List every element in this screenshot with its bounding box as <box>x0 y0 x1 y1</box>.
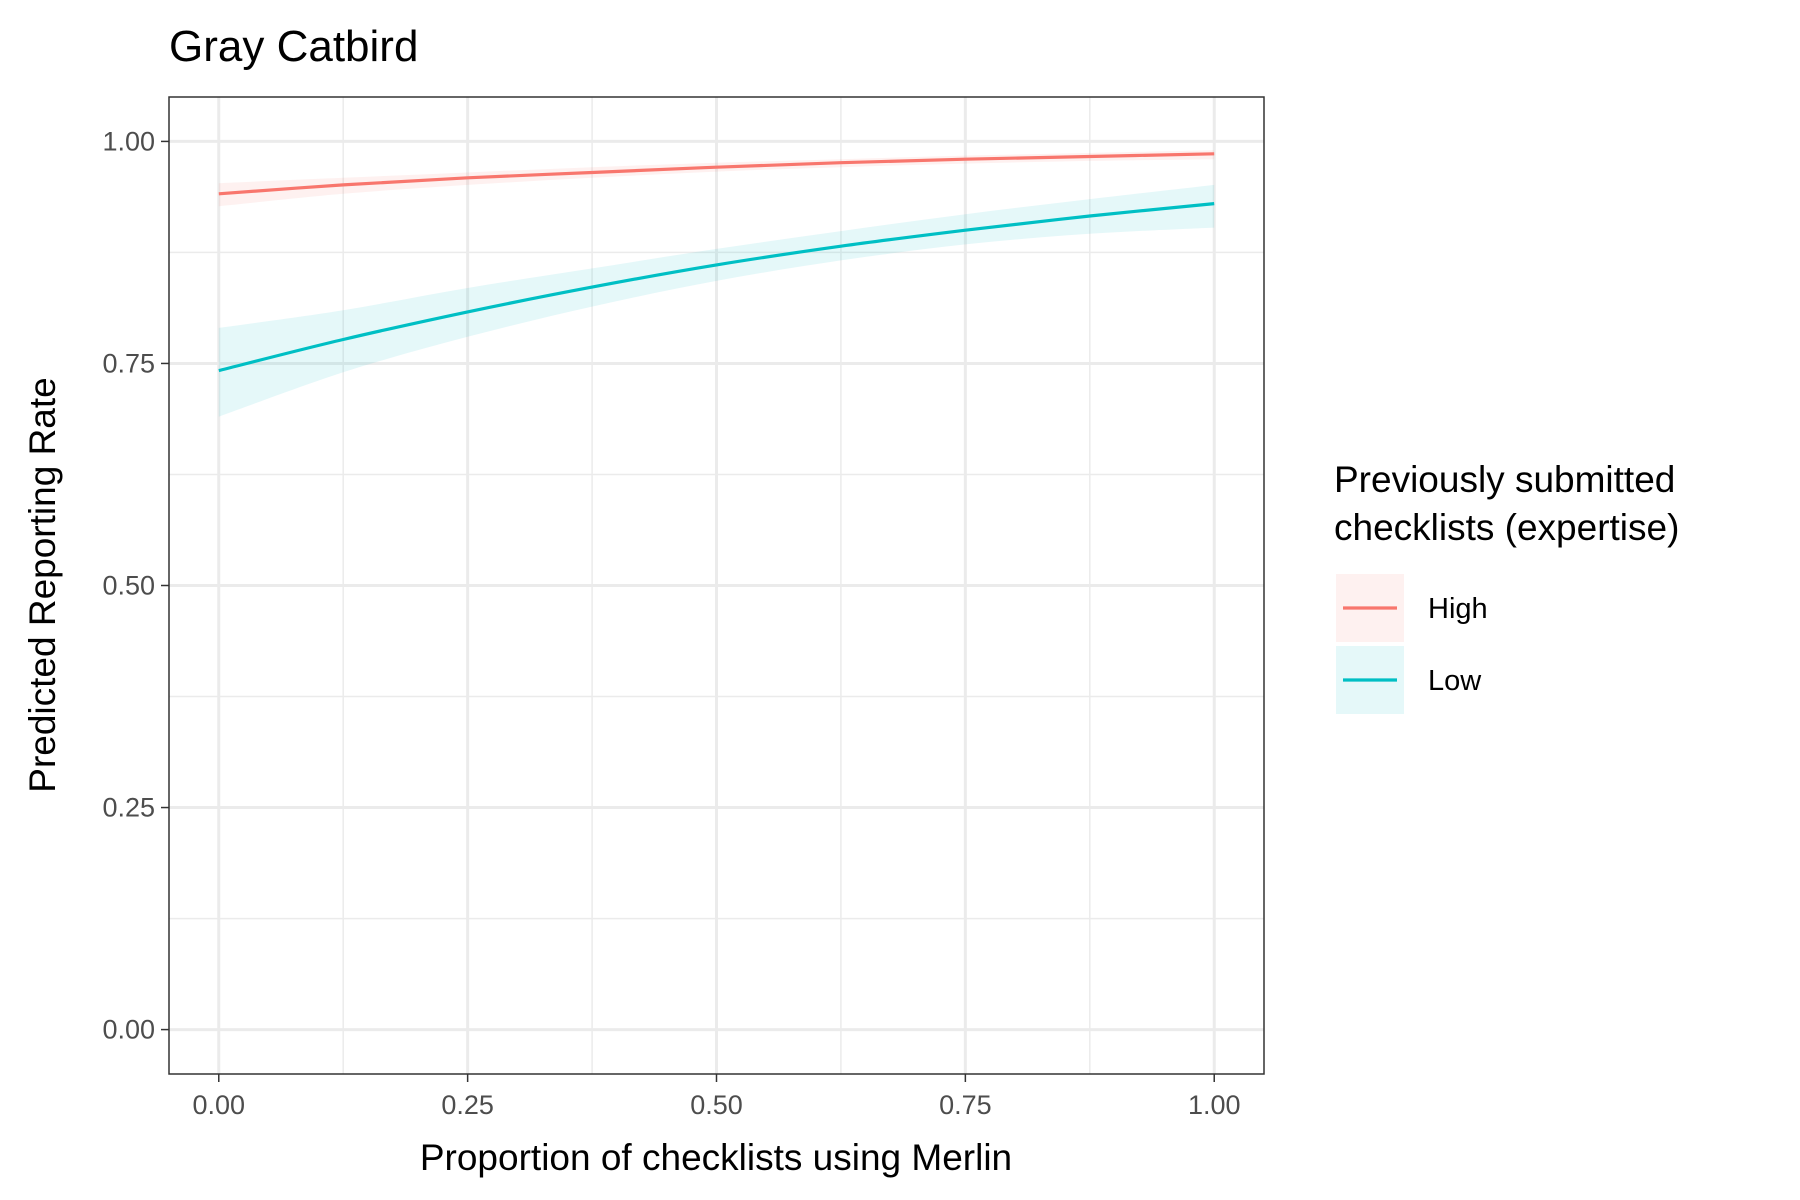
x-axis: 0.00 0.25 0.50 0.75 1.00 <box>192 1074 1241 1120</box>
grid-major <box>169 97 1264 1074</box>
line-high <box>218 152 1215 196</box>
y-tick-label: 1.00 <box>102 126 155 156</box>
x-tick-label: 0.25 <box>441 1090 494 1120</box>
y-axis: 0.00 0.25 0.50 0.75 1.00 <box>102 126 169 1045</box>
x-tick-label: 0.75 <box>939 1090 992 1120</box>
legend-keys: High Low <box>1336 574 1488 714</box>
legend-label-low: Low <box>1428 665 1482 697</box>
y-tick-label: 0.50 <box>102 571 155 601</box>
x-axis-title: Proportion of checklists using Merlin <box>420 1137 1012 1178</box>
legend-label-high: High <box>1428 593 1488 625</box>
x-tick-label: 1.00 <box>1188 1090 1241 1120</box>
y-tick-label: 0.00 <box>102 1015 155 1045</box>
legend-title-line-2: checklists (expertise) <box>1334 507 1679 548</box>
y-tick-label: 0.25 <box>102 793 155 823</box>
y-tick-label: 0.75 <box>102 348 155 378</box>
series-lines <box>218 152 1215 373</box>
line-low <box>218 202 1215 373</box>
x-tick-label: 0.50 <box>690 1090 743 1120</box>
chart-title: Gray Catbird <box>169 22 418 71</box>
legend-title-line-1: Previously submitted <box>1334 459 1675 500</box>
x-tick-label: 0.00 <box>192 1090 245 1120</box>
ribbon-low <box>218 184 1215 417</box>
legend: Previously submitted checklists (experti… <box>1334 459 1679 714</box>
y-axis-title: Predicted Reporting Rate <box>22 377 63 792</box>
